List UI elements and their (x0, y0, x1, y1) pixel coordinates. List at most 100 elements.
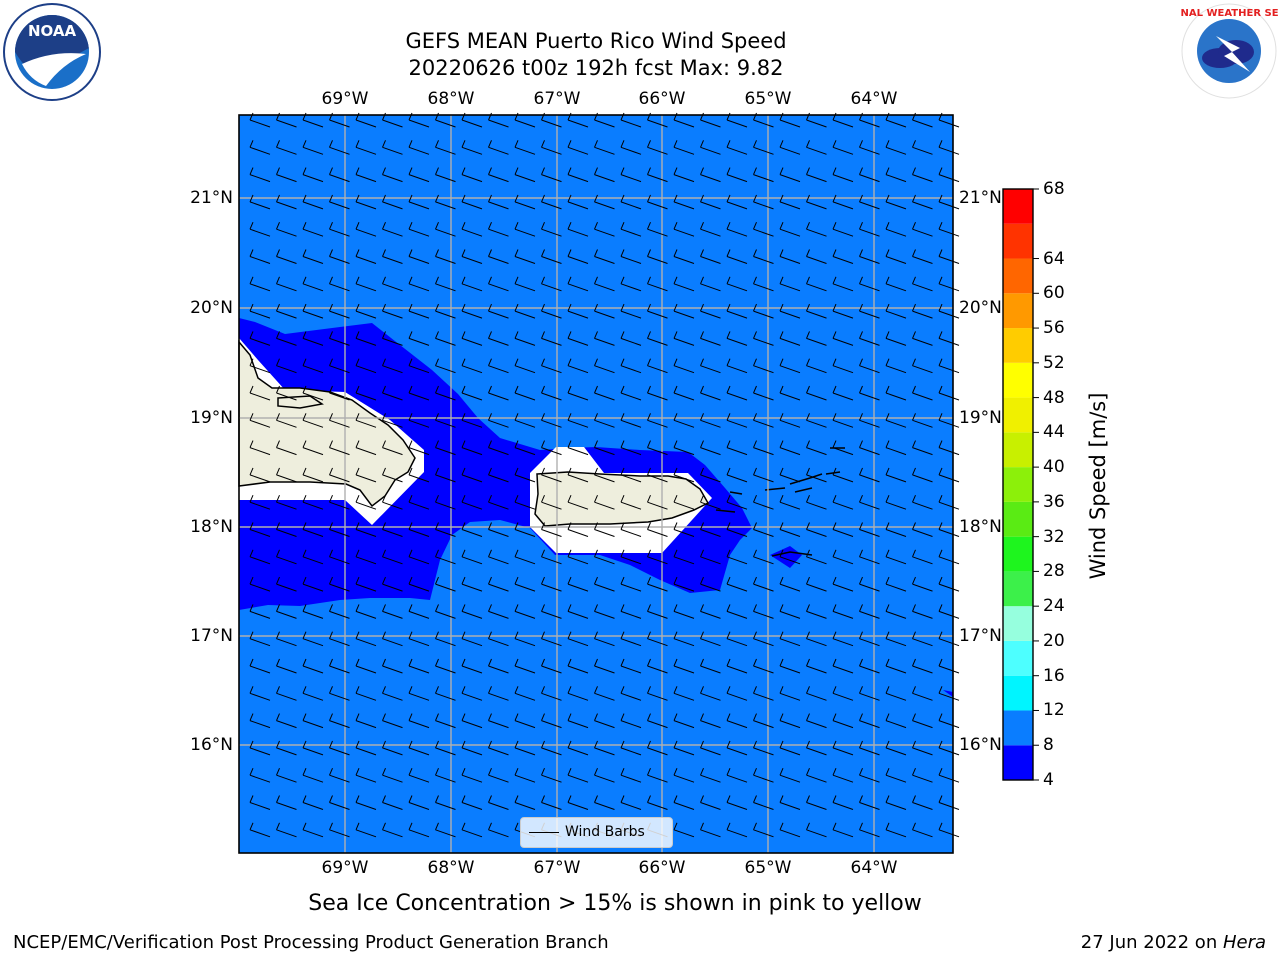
wind-barb (567, 440, 589, 456)
wind-barb (753, 795, 774, 810)
lon-label-bottom: 65°W (744, 858, 792, 878)
wind-barb (567, 604, 589, 619)
colorbar-bin (1003, 745, 1033, 780)
lon-label-bottom: 69°W (321, 858, 369, 878)
wind-barb (249, 822, 271, 838)
wind-barb (408, 140, 430, 155)
wind-barb (249, 686, 271, 701)
wind-barb (461, 740, 483, 756)
wind-barb (488, 440, 509, 456)
wind-barb (408, 604, 430, 619)
wind-barb (700, 440, 721, 456)
wind-barb (673, 249, 695, 264)
wind-barb (779, 768, 801, 783)
wind-barb (673, 385, 695, 401)
wind-barb (408, 522, 430, 537)
wind-barb (514, 112, 536, 128)
wind-barb (647, 686, 668, 701)
land-hispaniola (238, 339, 416, 508)
lon-label-top: 69°W (321, 89, 369, 109)
wind-barb (885, 795, 907, 810)
wind-barb (355, 549, 377, 565)
wind-barb (753, 740, 774, 756)
wind-barb (567, 385, 589, 401)
colorbar-bin (1003, 710, 1033, 746)
wind-barb (726, 112, 748, 128)
lon-label-bottom: 68°W (427, 858, 475, 878)
wind-barb (753, 194, 774, 210)
wind-barb (435, 413, 456, 428)
wind-barb (435, 440, 456, 456)
wind-barb (779, 495, 801, 510)
wind-barb (938, 549, 960, 565)
wind-barb (859, 713, 880, 729)
wind-barb (488, 549, 509, 565)
colorbar-bin (1003, 640, 1033, 676)
colorbar-bin (1003, 536, 1033, 572)
low-wind-edge-east (943, 690, 953, 697)
wind-barb (355, 112, 377, 128)
wind-barb (859, 740, 880, 756)
wind-barb (302, 822, 324, 838)
wind-barb (620, 167, 642, 183)
lon-label-bottom: 66°W (638, 858, 686, 878)
wind-barb (329, 795, 350, 810)
wind-barb (885, 112, 907, 128)
wind-barb (859, 576, 880, 592)
wind-barb (329, 495, 350, 510)
wind-barb (329, 303, 350, 319)
wind-barb (435, 713, 456, 729)
wind-barb (726, 522, 748, 537)
wind-barb (514, 194, 536, 210)
wind-barb (514, 440, 536, 456)
wind-barb (620, 795, 642, 810)
wind-barb (806, 658, 827, 674)
wind-barb (276, 413, 297, 428)
wind-barb (885, 631, 907, 647)
wind-barb (249, 140, 271, 155)
wind-barb (779, 686, 801, 701)
wind-barb (276, 167, 297, 183)
wind-barb (806, 440, 827, 456)
wind-barb (514, 467, 536, 483)
wind-barb (382, 686, 403, 701)
wind-barb (938, 194, 960, 210)
wind-barb (938, 768, 960, 783)
wind-barb (514, 658, 536, 674)
wind-barb (885, 440, 907, 456)
wind-barb (355, 413, 377, 428)
wind-barb (832, 631, 854, 647)
wind-barb (832, 140, 854, 155)
wind-barb (329, 385, 350, 401)
wind-barb (488, 194, 509, 210)
colorbar-title: Wind Speed [m/s] (1086, 392, 1110, 580)
wind-barb (382, 140, 403, 155)
wind-barb (567, 522, 589, 537)
wind-barb (488, 768, 509, 783)
wind-barb (806, 495, 827, 510)
wind-barb (647, 713, 668, 729)
wind-barb (673, 740, 695, 756)
wind-barb (832, 413, 854, 428)
wind-barb (541, 549, 562, 565)
wind-barb (567, 194, 589, 210)
colorbar-bin (1003, 258, 1033, 294)
lat-label-left: 19°N (190, 408, 233, 428)
lat-label-left: 20°N (190, 298, 233, 318)
wind-barb (276, 140, 297, 155)
wind-barb (673, 822, 695, 838)
wind-barb (726, 413, 748, 428)
wind-barb (461, 440, 483, 456)
wind-barb (355, 140, 377, 155)
wind-barb (408, 222, 430, 237)
wind-barb (938, 713, 960, 729)
wind-barb (594, 631, 615, 647)
wind-barb (620, 713, 642, 729)
wind-barb (673, 795, 695, 810)
wind-barb (832, 303, 854, 319)
wind-barb (355, 740, 377, 756)
wind-barb (832, 331, 854, 346)
wind-barb (541, 440, 562, 456)
wind-barb (249, 713, 271, 729)
wind-barb (700, 522, 721, 537)
